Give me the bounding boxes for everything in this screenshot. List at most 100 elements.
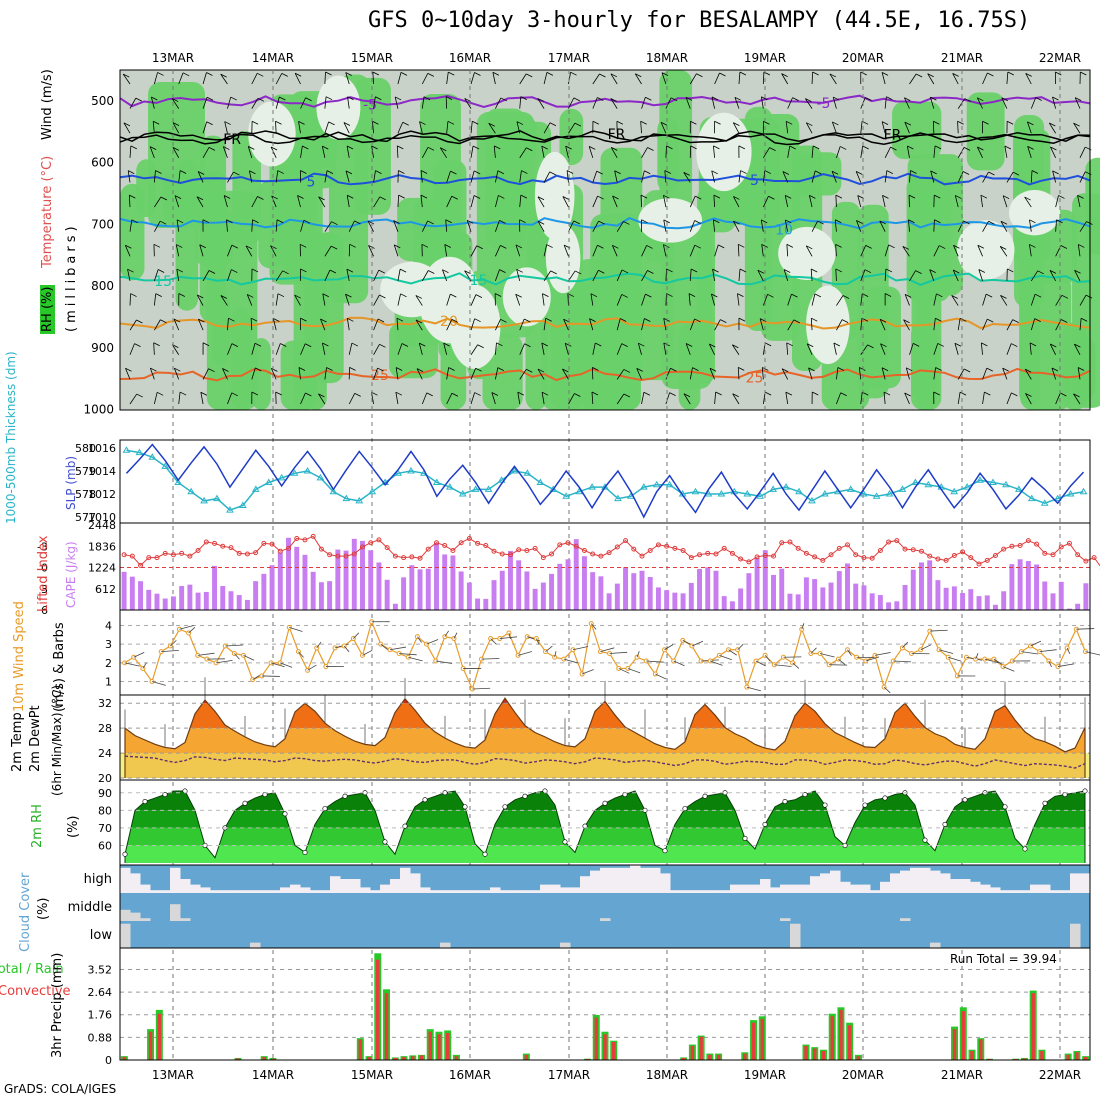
wind-barb-flag xyxy=(620,318,627,322)
wind-barb-flag xyxy=(496,342,503,347)
wind-barb xyxy=(129,319,137,331)
wind-barb-flag xyxy=(785,391,793,396)
wind-barb-flag xyxy=(379,294,386,299)
wind-barb-flag xyxy=(541,145,548,150)
wind-barb xyxy=(683,393,691,405)
li-point xyxy=(664,543,670,549)
wind-barb-10m xyxy=(161,650,179,653)
wind-barb-flag xyxy=(984,391,991,396)
cloud-cell xyxy=(220,890,231,893)
wind-barb xyxy=(689,73,697,85)
thickness-point xyxy=(639,483,648,490)
wind-barb-flag xyxy=(297,195,304,199)
precip-convective-bar xyxy=(148,1031,153,1060)
wind-barb-flag xyxy=(817,220,824,225)
wind-barb-flag xyxy=(545,317,552,322)
wind-barb-10m xyxy=(975,653,979,660)
wind-barb-flag xyxy=(160,319,167,324)
wind-barb-flag xyxy=(683,393,691,398)
wind-barb-flag xyxy=(1007,268,1014,273)
wind-barb-flag xyxy=(423,96,431,101)
wind-barb-flag xyxy=(713,194,721,199)
wind-barb-flag xyxy=(904,294,912,298)
cloud-cell xyxy=(240,890,251,893)
ylabel-slp: SLP (mb) xyxy=(64,455,78,510)
wind-barb xyxy=(641,245,647,257)
wind-barb-flag xyxy=(1037,270,1044,275)
wind-barb-10m xyxy=(865,656,880,662)
wind-barb xyxy=(251,343,256,355)
temp-ytick: 28 xyxy=(98,722,112,735)
wind-barb-flag xyxy=(1025,73,1032,77)
wind-barb-flag xyxy=(318,196,325,201)
li-point xyxy=(992,552,998,558)
wind-barb-10m xyxy=(774,664,792,667)
wind-barb xyxy=(517,392,521,405)
wind-barb-flag xyxy=(171,98,179,102)
wind-barb xyxy=(860,245,867,257)
wind-barb-flag xyxy=(856,220,863,224)
wind-barb xyxy=(124,245,131,257)
wind-barb xyxy=(1006,171,1014,183)
wind-barb-flag xyxy=(959,317,967,322)
thickness-point xyxy=(471,485,480,492)
cape-bar xyxy=(508,550,513,610)
wind-barb xyxy=(178,170,181,183)
wind-barb-flag xyxy=(786,342,793,347)
cape-bar xyxy=(129,576,135,610)
wind-barb-flag xyxy=(467,219,474,224)
cloud-cell xyxy=(790,923,801,948)
thickness-point xyxy=(782,483,790,490)
wind-barb xyxy=(930,170,935,183)
wind-barb-flag xyxy=(223,195,231,199)
li-point xyxy=(631,546,637,552)
cloud-cell xyxy=(530,890,541,893)
cloud-cell xyxy=(890,873,901,893)
temp-contour xyxy=(119,94,1091,109)
li-point xyxy=(154,555,160,561)
wind-barb xyxy=(298,121,301,134)
wind-barb-flag xyxy=(951,295,958,299)
wind-barb xyxy=(713,145,716,158)
wind-barb xyxy=(421,220,429,232)
cape-bar xyxy=(598,576,604,610)
wind-barb xyxy=(616,269,623,282)
temp-contour xyxy=(119,316,1091,330)
wind-barb xyxy=(884,96,887,109)
wind-barb-flag xyxy=(497,170,505,175)
wind-barb xyxy=(346,195,350,208)
date-label-bottom: 16MAR xyxy=(449,1068,491,1082)
wind-barb-flag xyxy=(573,220,580,225)
wind-barb-flag xyxy=(1029,342,1037,347)
wind-barb-10m xyxy=(819,653,835,658)
li-point xyxy=(310,533,316,539)
wind-barb xyxy=(836,319,843,331)
wind-barb xyxy=(954,195,959,208)
wind-barb xyxy=(173,318,180,331)
wind-barb-flag xyxy=(902,245,909,250)
wind-barb-flag xyxy=(930,96,937,101)
cape-bar xyxy=(195,592,201,610)
wind-barb-flag xyxy=(884,293,892,297)
li-point xyxy=(976,561,982,567)
cape-bar xyxy=(483,598,489,610)
thickness-point xyxy=(989,478,997,485)
li-point xyxy=(565,540,571,546)
cape-bar xyxy=(820,587,826,610)
wind-barb xyxy=(324,96,327,109)
wind-barb-flag xyxy=(1086,221,1093,225)
cloud-cell xyxy=(950,879,961,893)
contour-label: 25 xyxy=(746,371,764,387)
precip-convective-bar xyxy=(594,1017,599,1060)
cloud-cell xyxy=(910,867,921,893)
wind-barb xyxy=(227,318,229,331)
wind-barb xyxy=(324,170,328,183)
wind-barb-flag xyxy=(379,196,386,201)
wind-barb xyxy=(245,245,253,257)
wind-barb-flag xyxy=(590,293,598,298)
wind-barb-10m xyxy=(600,647,615,653)
li-point xyxy=(639,553,645,559)
precip-ytick: 2.64 xyxy=(88,986,113,999)
wind-barb-flag xyxy=(833,342,841,347)
wind-barb-flag xyxy=(757,269,765,274)
